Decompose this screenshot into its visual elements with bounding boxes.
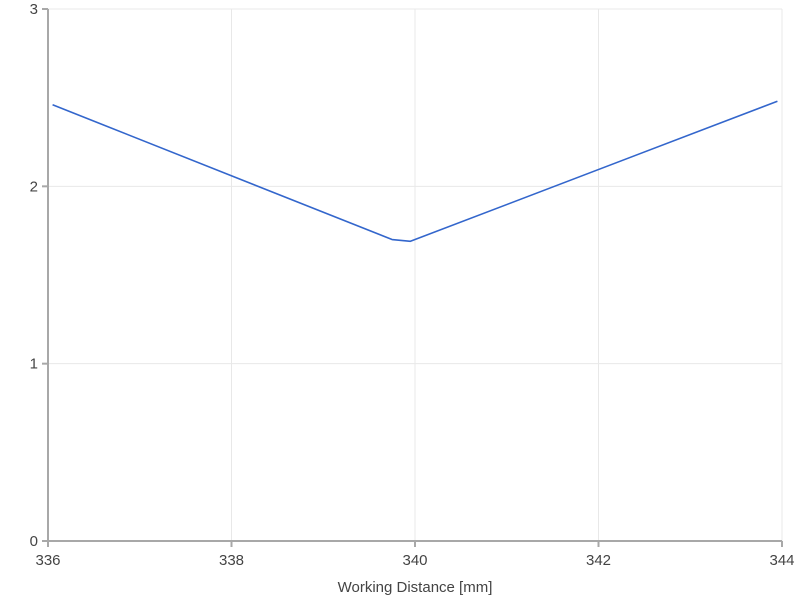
- y-tick-label: 0: [30, 533, 38, 550]
- series-line: [52, 100, 778, 243]
- y-gridlines: [48, 8, 782, 365]
- y-axis-ticks: 0 1 2 3: [30, 1, 48, 550]
- y-tick-label: 1: [30, 356, 38, 373]
- x-tick-label: 340: [402, 552, 427, 569]
- x-tick-label: 338: [219, 552, 244, 569]
- x-gridlines: [231, 9, 783, 541]
- x-axis-title: Working Distance [mm]: [338, 579, 493, 596]
- x-tick-label: 336: [35, 552, 60, 569]
- y-tick-label: 2: [30, 178, 38, 195]
- y-tick-label: 3: [30, 1, 38, 18]
- x-tick-label: 342: [586, 552, 611, 569]
- series-layer: [52, 100, 778, 243]
- x-axis-ticks: 336 338 340 342 344: [35, 541, 795, 569]
- x-tick-label: 344: [769, 552, 794, 569]
